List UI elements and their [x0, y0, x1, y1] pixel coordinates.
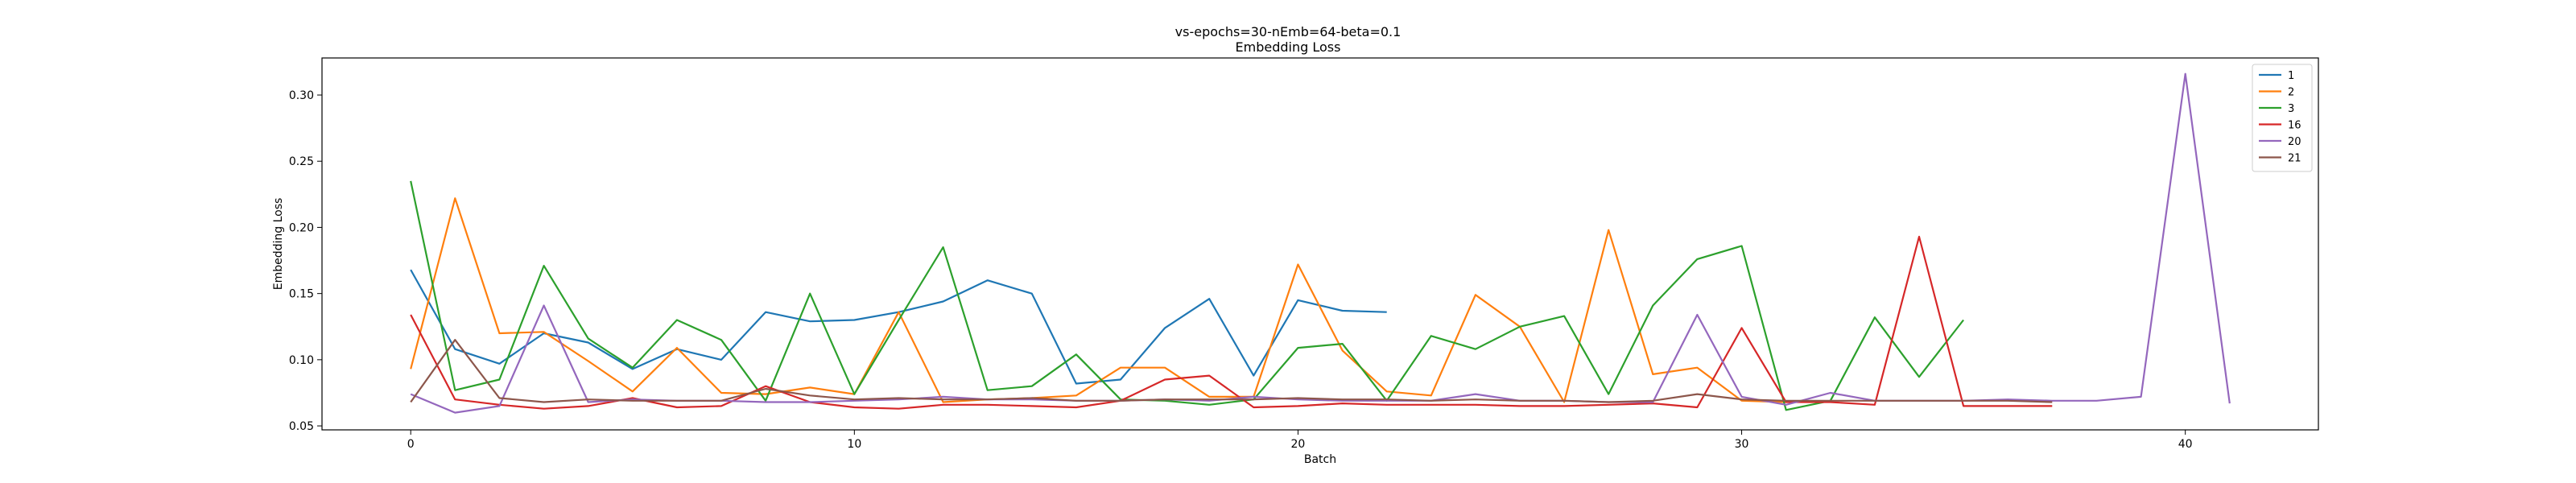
y-tick-label: 0.20	[289, 221, 314, 234]
series-line-2	[410, 197, 1786, 403]
x-axis: 0 10 20 30 40	[407, 430, 2193, 451]
x-tick-label: 0	[407, 438, 415, 451]
y-axis: 0.05 0.10 0.15 0.20 0.25 0.30	[289, 89, 322, 433]
chart-subtitle: Embedding Loss	[1236, 39, 1341, 55]
legend: 1 2 3 16 20 21	[2252, 64, 2313, 172]
legend-label-1: 1	[2288, 70, 2294, 82]
plot-area	[410, 72, 2231, 414]
y-tick-label: 0.10	[289, 354, 314, 367]
y-tick-label: 0.30	[289, 89, 314, 102]
legend-label-21: 21	[2288, 153, 2301, 165]
series-line-3	[410, 180, 1964, 411]
x-tick-label: 10	[847, 438, 861, 451]
x-tick-label: 20	[1291, 438, 1306, 451]
chart-title: vs-epochs=30-nEmb=64-beta=0.1	[1175, 24, 1402, 39]
x-tick-label: 40	[2178, 438, 2193, 451]
y-tick-label: 0.05	[289, 420, 314, 433]
series-line-21	[410, 339, 2053, 403]
y-tick-label: 0.15	[289, 288, 314, 301]
y-tick-label: 0.25	[289, 155, 314, 168]
series-line-20	[410, 72, 2231, 414]
x-tick-label: 30	[1735, 438, 1749, 451]
legend-label-20: 20	[2288, 136, 2301, 148]
legend-label-16: 16	[2288, 120, 2301, 132]
series-line-16	[410, 235, 2053, 410]
legend-label-2: 2	[2288, 87, 2294, 99]
legend-box	[2252, 64, 2313, 172]
legend-label-3: 3	[2288, 103, 2294, 115]
plot-frame	[321, 57, 2319, 431]
x-axis-label: Batch	[1304, 453, 1336, 466]
y-axis-label: Embedding Loss	[272, 198, 285, 291]
